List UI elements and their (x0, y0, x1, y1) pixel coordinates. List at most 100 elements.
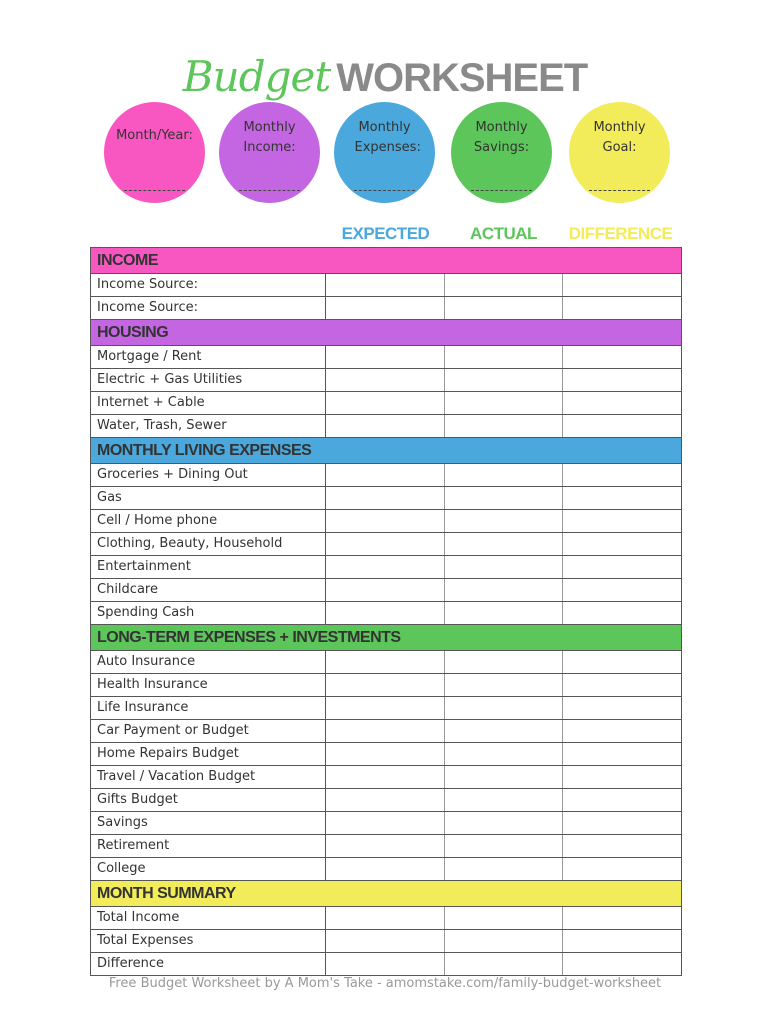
expected-cell[interactable] (326, 953, 445, 975)
table-row: Income Source: (91, 297, 681, 320)
table-row: Water, Trash, Sewer (91, 415, 681, 438)
difference-cell[interactable] (563, 487, 681, 509)
expected-cell[interactable] (326, 274, 445, 296)
expected-cell[interactable] (326, 674, 445, 696)
table-row: Gas (91, 487, 681, 510)
page-title: Budget WORKSHEET (0, 52, 770, 101)
expected-cell[interactable] (326, 297, 445, 319)
actual-cell[interactable] (445, 743, 564, 765)
expected-cell[interactable] (326, 835, 445, 857)
expected-cell[interactable] (326, 533, 445, 555)
difference-cell[interactable] (563, 510, 681, 532)
row-label: Travel / Vacation Budget (91, 766, 327, 788)
difference-cell[interactable] (563, 274, 681, 296)
fill-in-line[interactable] (239, 190, 300, 191)
actual-cell[interactable] (445, 415, 564, 437)
difference-cell[interactable] (563, 392, 681, 414)
difference-cell[interactable] (563, 953, 681, 975)
table-row: Total Expenses (91, 930, 681, 953)
difference-cell[interactable] (563, 835, 681, 857)
difference-cell[interactable] (563, 766, 681, 788)
actual-cell[interactable] (445, 602, 564, 624)
actual-cell[interactable] (445, 697, 564, 719)
actual-cell[interactable] (445, 487, 564, 509)
expected-cell[interactable] (326, 858, 445, 880)
expected-cell[interactable] (326, 789, 445, 811)
expected-cell[interactable] (326, 392, 445, 414)
table-row: Savings (91, 812, 681, 835)
actual-cell[interactable] (445, 533, 564, 555)
fill-in-line[interactable] (471, 190, 532, 191)
expected-cell[interactable] (326, 415, 445, 437)
actual-cell[interactable] (445, 835, 564, 857)
expected-cell[interactable] (326, 369, 445, 391)
fill-in-line[interactable] (124, 190, 185, 191)
expected-cell[interactable] (326, 487, 445, 509)
difference-cell[interactable] (563, 858, 681, 880)
actual-cell[interactable] (445, 346, 564, 368)
actual-cell[interactable] (445, 789, 564, 811)
expected-cell[interactable] (326, 907, 445, 929)
difference-cell[interactable] (563, 720, 681, 742)
actual-cell[interactable] (445, 674, 564, 696)
fill-in-line[interactable] (589, 190, 650, 191)
table-row: College (91, 858, 681, 881)
expected-cell[interactable] (326, 579, 445, 601)
row-label: Total Expenses (91, 930, 327, 952)
actual-cell[interactable] (445, 930, 564, 952)
difference-cell[interactable] (563, 812, 681, 834)
circle-label: Monthly Goal: (593, 120, 646, 155)
difference-cell[interactable] (563, 297, 681, 319)
actual-cell[interactable] (445, 651, 564, 673)
expected-cell[interactable] (326, 812, 445, 834)
expected-cell[interactable] (326, 766, 445, 788)
difference-cell[interactable] (563, 789, 681, 811)
expected-cell[interactable] (326, 510, 445, 532)
expected-cell[interactable] (326, 602, 445, 624)
section-header: MONTH SUMMARY (91, 881, 681, 907)
row-label: Savings (91, 812, 327, 834)
expected-cell[interactable] (326, 556, 445, 578)
difference-cell[interactable] (563, 930, 681, 952)
difference-cell[interactable] (563, 464, 681, 486)
difference-cell[interactable] (563, 556, 681, 578)
actual-cell[interactable] (445, 858, 564, 880)
actual-cell[interactable] (445, 953, 564, 975)
actual-cell[interactable] (445, 812, 564, 834)
actual-cell[interactable] (445, 556, 564, 578)
difference-cell[interactable] (563, 579, 681, 601)
difference-cell[interactable] (563, 697, 681, 719)
actual-cell[interactable] (445, 369, 564, 391)
expected-cell[interactable] (326, 743, 445, 765)
expected-cell[interactable] (326, 697, 445, 719)
actual-cell[interactable] (445, 766, 564, 788)
summary-circle: Month/Year: (104, 102, 205, 203)
expected-cell[interactable] (326, 720, 445, 742)
difference-cell[interactable] (563, 651, 681, 673)
actual-cell[interactable] (445, 579, 564, 601)
actual-cell[interactable] (445, 464, 564, 486)
difference-cell[interactable] (563, 602, 681, 624)
expected-cell[interactable] (326, 651, 445, 673)
expected-cell[interactable] (326, 346, 445, 368)
actual-cell[interactable] (445, 392, 564, 414)
difference-cell[interactable] (563, 674, 681, 696)
actual-cell[interactable] (445, 907, 564, 929)
difference-cell[interactable] (563, 415, 681, 437)
actual-cell[interactable] (445, 297, 564, 319)
actual-cell[interactable] (445, 274, 564, 296)
difference-cell[interactable] (563, 743, 681, 765)
actual-cell[interactable] (445, 510, 564, 532)
difference-cell[interactable] (563, 346, 681, 368)
actual-cell[interactable] (445, 720, 564, 742)
row-label: Internet + Cable (91, 392, 327, 414)
difference-cell[interactable] (563, 369, 681, 391)
difference-cell[interactable] (563, 533, 681, 555)
fill-in-line[interactable] (354, 190, 415, 191)
row-label: Home Repairs Budget (91, 743, 327, 765)
table-row: Clothing, Beauty, Household (91, 533, 681, 556)
expected-cell[interactable] (326, 930, 445, 952)
difference-cell[interactable] (563, 907, 681, 929)
row-label: Spending Cash (91, 602, 327, 624)
expected-cell[interactable] (326, 464, 445, 486)
